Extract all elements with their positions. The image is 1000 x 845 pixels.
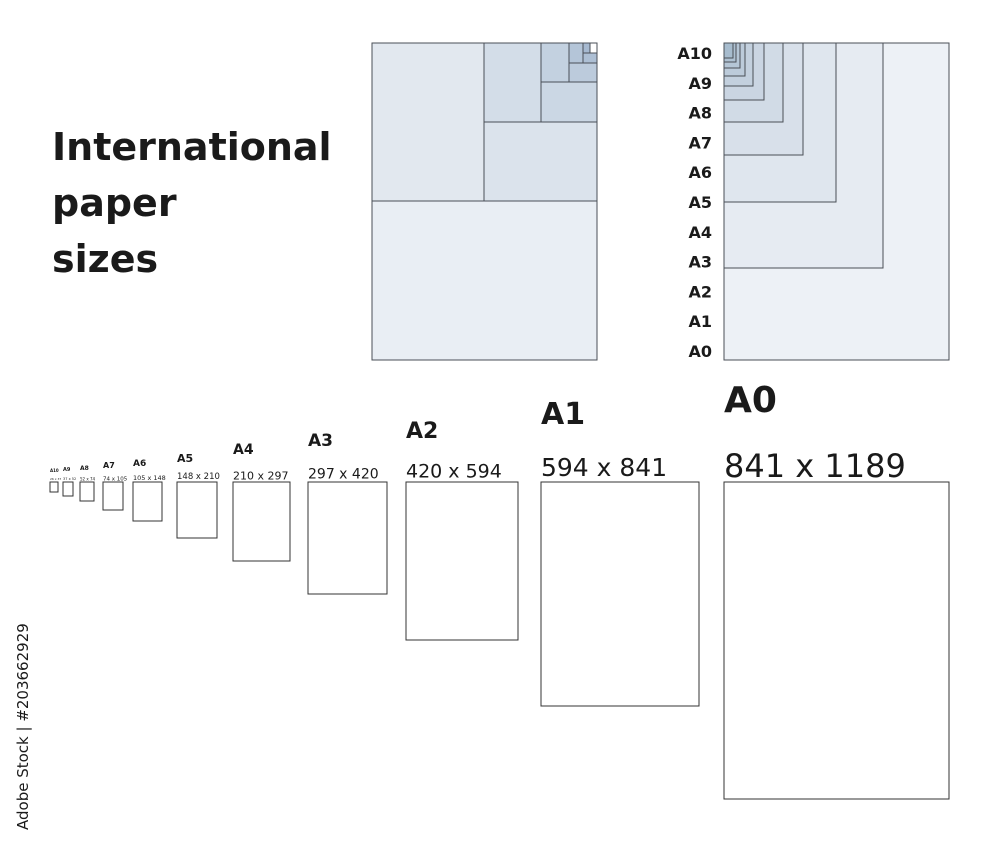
- sheet-part: [568, 62, 598, 83]
- size-dims: 26 x 37: [50, 477, 61, 481]
- stack-label: A8: [688, 104, 712, 123]
- size-dims: 297 x 420: [308, 466, 379, 482]
- sheet-part: [589, 42, 598, 54]
- title-line: sizes: [52, 237, 158, 281]
- size-name: A8: [80, 465, 89, 472]
- size-name: A2: [406, 419, 438, 444]
- paper-sheet: [49, 481, 59, 493]
- paper-sheet: [102, 481, 124, 511]
- sheet-part: [540, 42, 570, 83]
- sheet-part: [582, 42, 591, 54]
- size-dims: 52 x 74: [80, 476, 96, 481]
- size-dims: 148 x 210: [177, 472, 220, 482]
- size-dims: 105 x 148: [133, 474, 166, 482]
- size-dims: 37 x 52: [63, 477, 76, 481]
- size-name: A7: [103, 461, 115, 470]
- stack-label: A10: [677, 44, 712, 63]
- sheet-part: [568, 42, 584, 64]
- paper-sheet: [540, 481, 700, 707]
- size-name: A10: [50, 468, 59, 473]
- paper-sheet: [79, 481, 95, 502]
- sheet-part: [371, 200, 598, 361]
- paper-sheet: [132, 481, 163, 522]
- paper-sheet: [405, 481, 519, 641]
- paper-sheet: [62, 481, 74, 497]
- size-name: A3: [308, 431, 333, 451]
- size-dims: 210 x 297: [233, 470, 289, 483]
- stack-label: A3: [688, 253, 712, 272]
- sheet-part: [483, 121, 598, 202]
- paper-sheet: [307, 481, 388, 595]
- stack-label: A0: [688, 342, 712, 361]
- credit: Adobe Stock | #203662929: [14, 623, 32, 830]
- size-name: A5: [177, 452, 193, 465]
- stack-label: A2: [688, 282, 712, 301]
- stack-label: A9: [688, 74, 712, 93]
- sheet-part: [371, 42, 485, 202]
- paper-sheet: [176, 481, 218, 539]
- size-name: A1: [541, 397, 585, 432]
- sheet-part: [540, 81, 598, 123]
- stack-label: A7: [688, 133, 712, 152]
- size-name: A9: [63, 467, 71, 473]
- size-dims: 594 x 841: [541, 453, 667, 482]
- stack-label: A5: [688, 193, 712, 212]
- size-name: A6: [133, 459, 146, 469]
- title-line: paper: [52, 181, 177, 225]
- size-dims: 420 x 594: [406, 460, 502, 482]
- paper-sheet: [232, 481, 291, 562]
- size-name: A4: [233, 442, 254, 458]
- size-dims: 74 x 105: [103, 476, 128, 482]
- sheet-part: [483, 42, 542, 123]
- stack-label: A4: [688, 223, 712, 242]
- size-name: A0: [724, 380, 777, 421]
- title-line: International: [52, 125, 332, 169]
- nested-sheet: [723, 42, 734, 59]
- stack-label: A1: [688, 312, 712, 331]
- paper-sheet: [723, 481, 950, 800]
- stack-label: A6: [688, 163, 712, 182]
- sheet-part: [582, 52, 598, 64]
- size-dims: 841 x 1189: [724, 447, 906, 485]
